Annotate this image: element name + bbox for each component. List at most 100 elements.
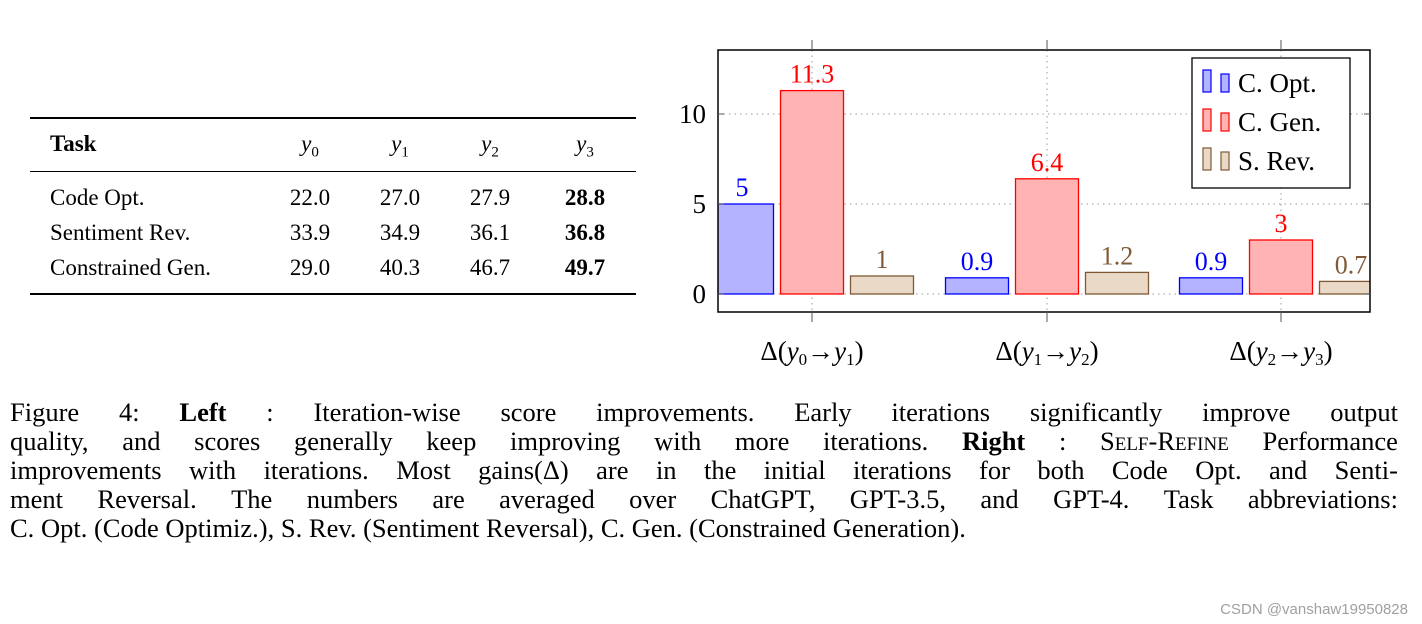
score-cell: 27.9 bbox=[469, 185, 511, 210]
task-name: Constrained Gen. bbox=[50, 255, 211, 280]
caption-word: ment bbox=[10, 484, 63, 514]
bar-c-gen bbox=[1248, 239, 1314, 295]
data-label: 0.9 bbox=[1195, 247, 1228, 276]
caption-word: Opt. bbox=[1195, 455, 1242, 485]
caption-word: C. bbox=[10, 513, 35, 543]
caption-word: numbers bbox=[306, 484, 398, 514]
table-top-rule bbox=[30, 117, 636, 119]
bar-c-opt bbox=[944, 277, 1010, 295]
bar-s-rev bbox=[1318, 280, 1370, 295]
task-name: Sentiment Rev. bbox=[50, 220, 191, 245]
caption-word: generally bbox=[294, 426, 393, 456]
watermark: CSDN @vanshaw19950828 bbox=[1220, 601, 1408, 618]
header-y2: y2 bbox=[481, 131, 499, 161]
caption-word: : bbox=[266, 397, 274, 427]
caption-word: with bbox=[189, 455, 237, 485]
caption-word: improvements. bbox=[596, 397, 755, 427]
caption-word: over bbox=[629, 484, 677, 514]
header-y1: y1 bbox=[391, 131, 409, 161]
caption-word: score bbox=[500, 397, 557, 427]
caption-word: gains(Δ) bbox=[478, 455, 569, 485]
caption-word: abbreviations: bbox=[1247, 484, 1398, 514]
x-tick-label: Δ(y1→y2) bbox=[995, 336, 1098, 369]
score-cell: 40.3 bbox=[379, 255, 421, 280]
caption-word: significantly bbox=[1029, 397, 1163, 427]
caption-word: the bbox=[703, 455, 737, 485]
caption-word: Opt. bbox=[40, 513, 88, 543]
caption-word: scores bbox=[194, 426, 261, 456]
table-mid-rule bbox=[30, 171, 636, 172]
score-cell: 46.7 bbox=[469, 255, 511, 280]
caption-word: for bbox=[979, 455, 1010, 485]
caption-word: iterations. bbox=[263, 455, 369, 485]
caption-word: Code bbox=[1111, 455, 1168, 485]
caption-line: C. Opt. (Code Optimiz.), S. Rev. (Sentim… bbox=[10, 514, 1398, 543]
caption-word: iterations bbox=[852, 455, 952, 485]
caption-word: (Code bbox=[93, 513, 159, 543]
table-row: Constrained Gen. 29.0 40.3 46.7 49.7 bbox=[30, 255, 636, 289]
bar-chart: 5 0.9 0.9 11.3 6.4 3 1 1.2 0.7 0 5 10 Δ(y0→y1) Δ(y1→y… bbox=[679, 40, 1371, 369]
bar-c-gen bbox=[1014, 178, 1080, 295]
caption-word: The bbox=[231, 484, 273, 514]
caption-word: iterations. bbox=[823, 426, 929, 456]
legend-swatch bbox=[1202, 69, 1212, 93]
caption-word: Senti- bbox=[1334, 455, 1398, 485]
header-y3: y3 bbox=[576, 131, 594, 161]
caption-line: improvements with iterations. Most gains(Δ) a… bbox=[10, 456, 1398, 485]
header-y0: y0 bbox=[301, 131, 319, 161]
caption-word: in bbox=[655, 455, 677, 485]
plot-frame bbox=[717, 49, 1371, 313]
score-cell: 36.8 bbox=[564, 220, 606, 245]
y-tick-label: 5 bbox=[693, 189, 707, 219]
caption-word: and bbox=[122, 426, 161, 456]
data-label: 11.3 bbox=[790, 60, 835, 89]
table-bottom-rule bbox=[30, 293, 636, 295]
caption-line: quality, and scores generally keep improving w… bbox=[10, 427, 1398, 456]
caption-word: : bbox=[1058, 426, 1067, 456]
score-cell: 33.9 bbox=[289, 220, 331, 245]
legend-swatch bbox=[1202, 147, 1212, 171]
caption-word: Early bbox=[794, 397, 852, 427]
caption-word: quality, bbox=[10, 426, 89, 456]
score-cell: 28.8 bbox=[564, 185, 606, 210]
caption-word: Figure bbox=[10, 397, 80, 427]
caption-word: and bbox=[980, 484, 1019, 514]
caption-line: Figure 4: Left: Iteration-wise score improvem… bbox=[10, 398, 1398, 427]
caption-word: (Constrained bbox=[689, 513, 827, 543]
caption-word: Gen. bbox=[631, 513, 683, 543]
header-task: Task bbox=[50, 131, 97, 156]
bar-s-rev bbox=[1084, 271, 1150, 295]
data-label: 0.7 bbox=[1335, 250, 1368, 279]
bar-c-gen bbox=[779, 89, 845, 295]
caption-word: output bbox=[1330, 397, 1398, 427]
caption-word: Self-Refine bbox=[1099, 426, 1229, 456]
table-row: Code Opt. 22.0 27.0 27.9 28.8 bbox=[30, 185, 636, 219]
caption-word: Iteration-wise bbox=[313, 397, 461, 427]
caption-word: GPT-3.5, bbox=[849, 484, 947, 514]
caption-word: GPT-4. bbox=[1053, 484, 1130, 514]
score-cell: 22.0 bbox=[289, 185, 331, 210]
caption-word: are bbox=[432, 484, 465, 514]
caption-word: Left bbox=[179, 397, 227, 427]
caption-word: Right bbox=[961, 426, 1026, 456]
legend-swatch bbox=[1202, 108, 1212, 132]
caption-word: more bbox=[734, 426, 790, 456]
data-label: 1 bbox=[876, 245, 889, 274]
score-cell: 29.0 bbox=[289, 255, 331, 280]
legend-label: S. Rev. bbox=[1238, 146, 1315, 176]
caption-word: Rev. bbox=[308, 513, 357, 543]
figure-caption: Figure 4: Left: Iteration-wise score improvem… bbox=[10, 398, 1398, 543]
bar-c-opt bbox=[718, 203, 775, 295]
caption-word: iterations bbox=[891, 397, 991, 427]
caption-word: C. bbox=[600, 513, 626, 543]
data-label: 1.2 bbox=[1101, 241, 1134, 270]
caption-line: ment Reversal. The numbers are averaged over Ch… bbox=[10, 485, 1398, 514]
y-tick-label: 10 bbox=[679, 99, 706, 129]
legend-swatch bbox=[1220, 151, 1230, 171]
caption-word: ChatGPT, bbox=[710, 484, 816, 514]
caption-word: both bbox=[1037, 455, 1085, 485]
data-label: 6.4 bbox=[1031, 148, 1064, 177]
caption-word: Reversal. bbox=[97, 484, 197, 514]
caption-word: Optimiz.), bbox=[165, 513, 275, 543]
caption-word: Most bbox=[396, 455, 451, 485]
